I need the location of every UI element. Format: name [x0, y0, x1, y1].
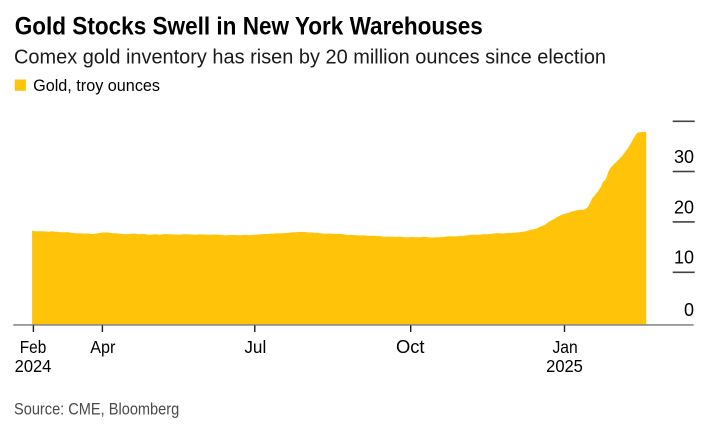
svg-text:30: 30	[674, 147, 694, 167]
svg-text:2024: 2024	[15, 355, 52, 376]
svg-text:2025: 2025	[546, 355, 583, 376]
svg-text:Gold Stocks Swell in New York: Gold Stocks Swell in New York Warehouses	[15, 12, 483, 40]
svg-text:Jan: Jan	[552, 337, 577, 357]
svg-text:10: 10	[674, 248, 694, 268]
svg-text:Gold, troy ounces: Gold, troy ounces	[33, 76, 160, 95]
svg-text:Oct: Oct	[396, 337, 425, 357]
svg-text:Comex gold inventory has risen: Comex gold inventory has risen by 20 mil…	[14, 47, 606, 69]
svg-text:0: 0	[684, 300, 694, 320]
svg-text:Jul: Jul	[244, 337, 266, 357]
svg-text:20: 20	[674, 197, 694, 217]
svg-text:Apr: Apr	[90, 337, 115, 357]
svg-text:Feb: Feb	[20, 337, 47, 357]
svg-text:Source: CME, Bloomberg: Source: CME, Bloomberg	[14, 400, 179, 418]
